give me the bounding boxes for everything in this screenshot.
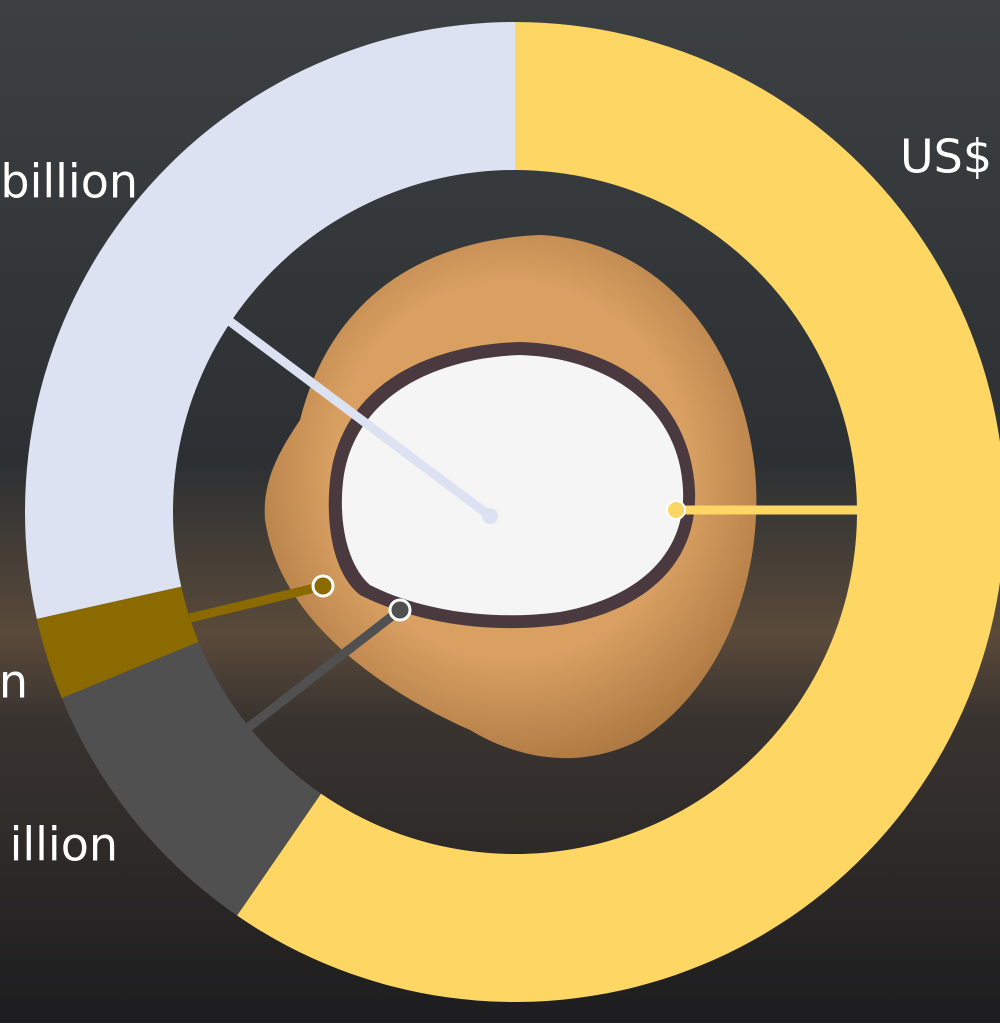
segment-label: illion (10, 818, 118, 872)
segment-label: billion (0, 155, 138, 209)
donut-segment (24, 22, 516, 619)
leader-lines (188, 316, 858, 734)
donut-segment (61, 641, 321, 916)
donut (24, 22, 1000, 1002)
coconut (264, 235, 757, 759)
segment-label: n (0, 655, 28, 709)
donut-segment (237, 22, 1000, 1002)
segment-label: US$ (900, 130, 992, 184)
donut-segment (36, 586, 199, 699)
labels: US$ illion n billion (0, 130, 992, 872)
